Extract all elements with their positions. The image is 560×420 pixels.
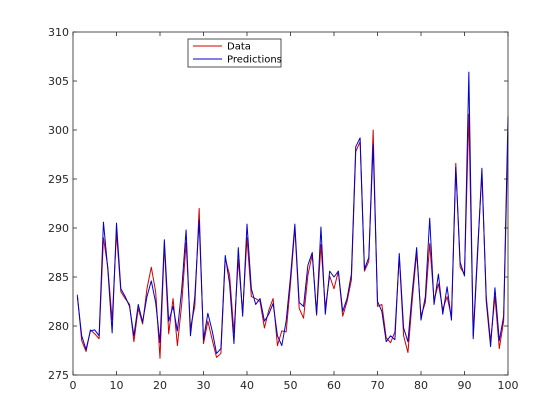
x-tick-label: 0 bbox=[70, 379, 77, 392]
y-tick-label: 300 bbox=[48, 124, 69, 137]
x-tick-label: 90 bbox=[458, 379, 472, 392]
x-tick-label: 50 bbox=[284, 379, 298, 392]
legend-label-data: Data bbox=[227, 42, 251, 53]
y-tick-label: 305 bbox=[48, 75, 69, 88]
x-tick-label: 70 bbox=[371, 379, 385, 392]
y-tick-label: 290 bbox=[48, 222, 69, 235]
legend-label-predictions: Predictions bbox=[227, 55, 282, 66]
x-tick-label: 20 bbox=[153, 379, 167, 392]
x-tick-label: 10 bbox=[110, 379, 124, 392]
y-tick-label: 310 bbox=[48, 26, 69, 39]
y-tick-label: 280 bbox=[48, 320, 69, 333]
x-axis: 0 10 20 30 40 50 60 70 80 90 100 bbox=[70, 32, 519, 392]
x-tick-label: 80 bbox=[414, 379, 428, 392]
x-tick-label: 40 bbox=[240, 379, 254, 392]
y-tick-label: 275 bbox=[48, 369, 69, 382]
legend-box bbox=[187, 38, 282, 68]
x-tick-label: 60 bbox=[327, 379, 341, 392]
y-tick-label: 285 bbox=[48, 271, 69, 284]
x-tick-label: 100 bbox=[498, 379, 519, 392]
series-layer bbox=[76, 71, 509, 359]
series-line-predictions bbox=[76, 71, 509, 354]
y-axis: 275 280 285 290 295 300 305 310 bbox=[48, 26, 508, 382]
legend: Data Predictions bbox=[187, 38, 282, 68]
x-tick-label: 30 bbox=[197, 379, 211, 392]
y-tick-label: 295 bbox=[48, 173, 69, 186]
